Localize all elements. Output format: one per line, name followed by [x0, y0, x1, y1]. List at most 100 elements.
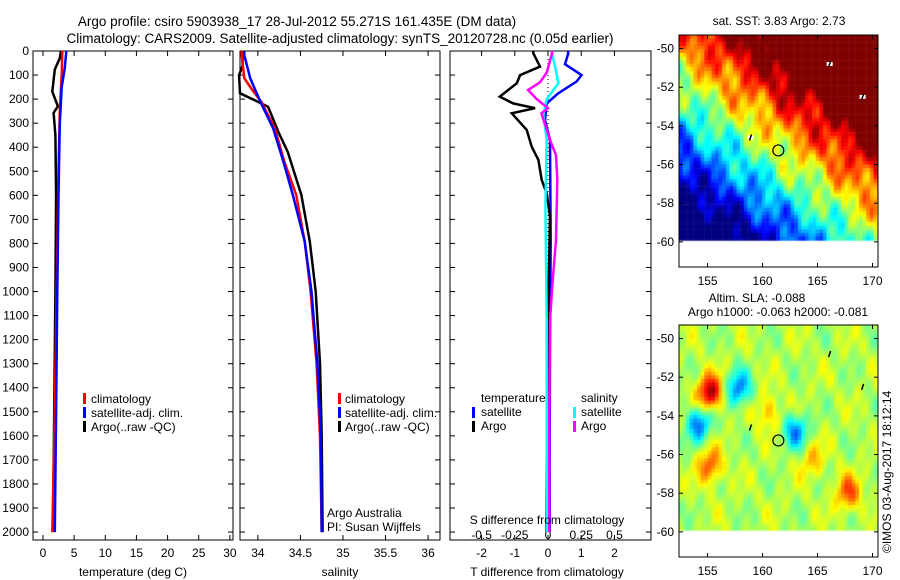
legend-swatch-satellite — [83, 407, 86, 418]
profile-location-marker — [772, 434, 785, 447]
x-tick-label: 10 — [99, 546, 113, 560]
depth-tick-label: 1900 — [2, 501, 29, 515]
depth-tick-label: 1200 — [2, 333, 29, 347]
lon-tick-label: 165 — [808, 564, 828, 578]
s-tick-label: 0.25 — [570, 528, 594, 542]
lon-tick-label: 160 — [753, 274, 773, 288]
legend-label: satellite — [581, 405, 622, 419]
depth-tick-label: 900 — [9, 260, 29, 274]
timestamp: ©IMOS 03-Aug-2017 18:12:14 — [880, 390, 894, 553]
salinity-axes-box — [239, 50, 441, 541]
legend-label: climatology — [91, 392, 151, 406]
lat-tick-label: -52 — [657, 80, 675, 94]
depth-tick-label: 500 — [9, 164, 29, 178]
lat-tick-label: -54 — [657, 409, 675, 423]
depth-tick-label: 400 — [9, 140, 29, 154]
lon-tick-label: 160 — [753, 564, 773, 578]
difference-axes-box — [449, 50, 652, 541]
legend-swatch-climatology — [338, 393, 341, 404]
legend-swatch-argo — [338, 421, 341, 432]
float-marker — [860, 383, 865, 391]
map-axes-box — [678, 324, 879, 558]
x-tick-label: 34.5 — [289, 546, 313, 560]
title-line2: Climatology: CARS2009. Satellite-adjuste… — [66, 31, 613, 46]
depth-tick-label: 200 — [9, 92, 29, 106]
float-marker — [860, 93, 865, 101]
legend-swatch-climatology — [83, 393, 86, 404]
x-tick-label: 36 — [421, 546, 435, 560]
temperature-axes-box — [32, 50, 234, 541]
salinity-legend: climatology satellite-adj. clim. Argo(..… — [338, 392, 437, 434]
credit-line2: PI: Susan Wijffels — [327, 520, 421, 534]
x-tick-label: 15 — [130, 546, 144, 560]
legend-swatch-temp-satellite — [472, 407, 475, 418]
legend-swatch-sal-argo — [573, 421, 576, 432]
lat-tick-label: -50 — [657, 42, 675, 56]
legend-heading-salinity: salinity — [581, 391, 618, 405]
sla-map-image — [679, 325, 878, 533]
x-tick-label: 0 — [40, 546, 47, 560]
depth-tick-label: 1400 — [2, 381, 29, 395]
legend-label: Argo — [481, 419, 507, 433]
s-tick-label: 0.5 — [606, 528, 623, 542]
legend-label: Argo(..raw -QC) — [91, 420, 176, 434]
depth-tick-label: 1800 — [2, 477, 29, 491]
lat-tick-label: -58 — [657, 486, 675, 500]
salinity-xlabel: salinity — [322, 565, 359, 579]
lat-tick-label: -56 — [657, 158, 675, 172]
x-tick-label: 30 — [223, 546, 237, 560]
float-marker — [748, 134, 753, 141]
depth-tick-label: 800 — [9, 236, 29, 250]
x-tick-label: -1 — [509, 546, 520, 560]
depth-tick-label: 1300 — [2, 357, 29, 371]
legend-label: satellite-adj. clim. — [345, 406, 437, 420]
legend-label: satellite-adj. clim. — [91, 406, 183, 420]
difference-legend: temperature satellite Argo salinity sate… — [472, 391, 622, 433]
depth-tick-label: 1500 — [2, 405, 29, 419]
float-marker — [827, 350, 832, 358]
temperature-xlabel: temperature (deg C) — [79, 565, 187, 579]
lat-tick-label: -60 — [657, 235, 675, 249]
legend-swatch-temp-argo — [472, 421, 475, 432]
x-tick-label: -2 — [476, 546, 487, 560]
sla-map-title: Altim. SLA: -0.088 — [709, 291, 806, 305]
s-tick-label: -0.25 — [501, 528, 529, 542]
depth-tick-label: 600 — [9, 188, 29, 202]
legend-label: Argo — [581, 419, 607, 433]
legend-heading-temperature: temperature — [481, 391, 546, 405]
s-diff-xlabel: S difference from climatology — [470, 513, 625, 527]
x-tick-label: 35.5 — [374, 546, 398, 560]
title-line1: Argo profile: csiro 5903938_17 28-Jul-20… — [78, 14, 516, 29]
legend-label: climatology — [345, 392, 405, 406]
depth-tick-label: 1100 — [3, 309, 29, 323]
profile-location-marker — [772, 144, 785, 157]
x-tick-label: 2 — [611, 546, 618, 560]
legend-swatch-sal-satellite — [573, 407, 576, 418]
sst-map-title: sat. SST: 3.83 Argo: 2.73 — [713, 14, 846, 28]
legend-swatch-satellite — [338, 407, 341, 418]
legend-label: Argo(..raw -QC) — [345, 420, 430, 434]
x-tick-label: 5 — [71, 546, 78, 560]
sst-map-image — [679, 35, 878, 243]
depth-tick-label: 700 — [9, 212, 29, 226]
lat-tick-label: -60 — [657, 525, 675, 539]
s-tick-label: -0.5 — [471, 528, 492, 542]
temperature-satellite-line — [53, 50, 68, 533]
lat-tick-label: -52 — [657, 370, 675, 384]
x-tick-label: 34 — [251, 546, 265, 560]
lon-tick-label: 155 — [698, 564, 718, 578]
s-diff-argo-line — [526, 51, 559, 533]
salinity-satellite-line — [243, 51, 323, 533]
credit-line1: Argo Australia — [327, 506, 402, 520]
lon-tick-label: 155 — [698, 274, 718, 288]
depth-tick-label: 0 — [22, 44, 29, 58]
lon-tick-label: 170 — [862, 274, 882, 288]
map-axes-box — [678, 34, 879, 268]
salinity-climatology-line — [240, 51, 323, 533]
x-tick-label: 35 — [336, 546, 350, 560]
t-diff-argo-line — [497, 50, 552, 533]
t-diff-xlabel: T difference from climatology — [470, 565, 624, 579]
x-tick-label: 25 — [192, 546, 206, 560]
s-tick-label: 0 — [545, 528, 552, 542]
